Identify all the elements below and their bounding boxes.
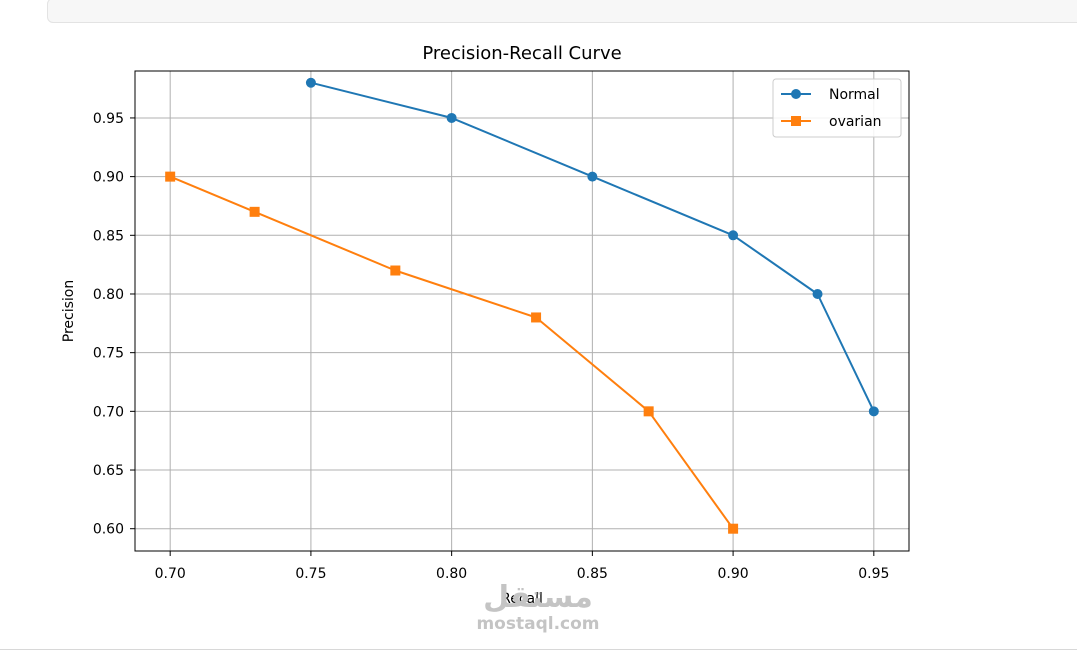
y-tick-label: 0.75 [93, 346, 124, 362]
data-point-normal [868, 406, 879, 417]
x-tick-label: 0.70 [155, 566, 186, 582]
chart-title: Precision-Recall Curve [422, 43, 621, 64]
data-point-normal [728, 230, 739, 241]
series-layer [165, 77, 879, 534]
y-tick-label: 0.65 [93, 463, 124, 479]
series-line-ovarian [169, 175, 734, 530]
y-axis-label: Precision [61, 280, 77, 342]
y-tick-label: 0.90 [93, 170, 124, 186]
data-point-ovarian [165, 171, 176, 182]
y-tick-label: 0.95 [93, 111, 124, 127]
x-tick-label: 0.75 [295, 566, 326, 582]
y-tick-label: 0.70 [93, 404, 124, 420]
plot-frame [134, 70, 910, 552]
legend-marker-ovarian [791, 116, 801, 126]
axis-ticks: 0.70 0.75 0.80 0.85 0.90 0.95 0.60 0.65 0.70 0.75… [93, 111, 890, 582]
y-tick-label: 0.85 [93, 228, 124, 244]
series-line-normal [310, 81, 875, 412]
data-point-ovarian [643, 406, 654, 417]
y-tick-label: 0.80 [93, 287, 124, 303]
legend: Normal ovarian [772, 78, 902, 138]
data-point-ovarian [390, 265, 401, 276]
x-tick-label: 0.95 [858, 566, 889, 582]
x-tick-label: 0.90 [718, 566, 749, 582]
data-point-normal [446, 112, 457, 123]
legend-label-normal: Normal [829, 87, 880, 103]
legend-marker-normal [791, 89, 801, 99]
data-point-ovarian [728, 523, 739, 534]
data-point-ovarian [249, 206, 260, 217]
grid-lines [135, 71, 909, 551]
legend-label-ovarian: ovarian [829, 114, 882, 130]
data-point-normal [812, 288, 823, 299]
x-tick-label: 0.85 [577, 566, 608, 582]
x-axis-label: Recall [501, 591, 543, 607]
top-panel [47, 0, 1077, 23]
data-point-ovarian [531, 312, 542, 323]
x-tick-label: 0.80 [436, 566, 467, 582]
data-point-normal [305, 77, 316, 88]
bottom-divider [0, 649, 1077, 650]
y-tick-label: 0.60 [93, 522, 124, 538]
data-point-normal [587, 171, 598, 182]
